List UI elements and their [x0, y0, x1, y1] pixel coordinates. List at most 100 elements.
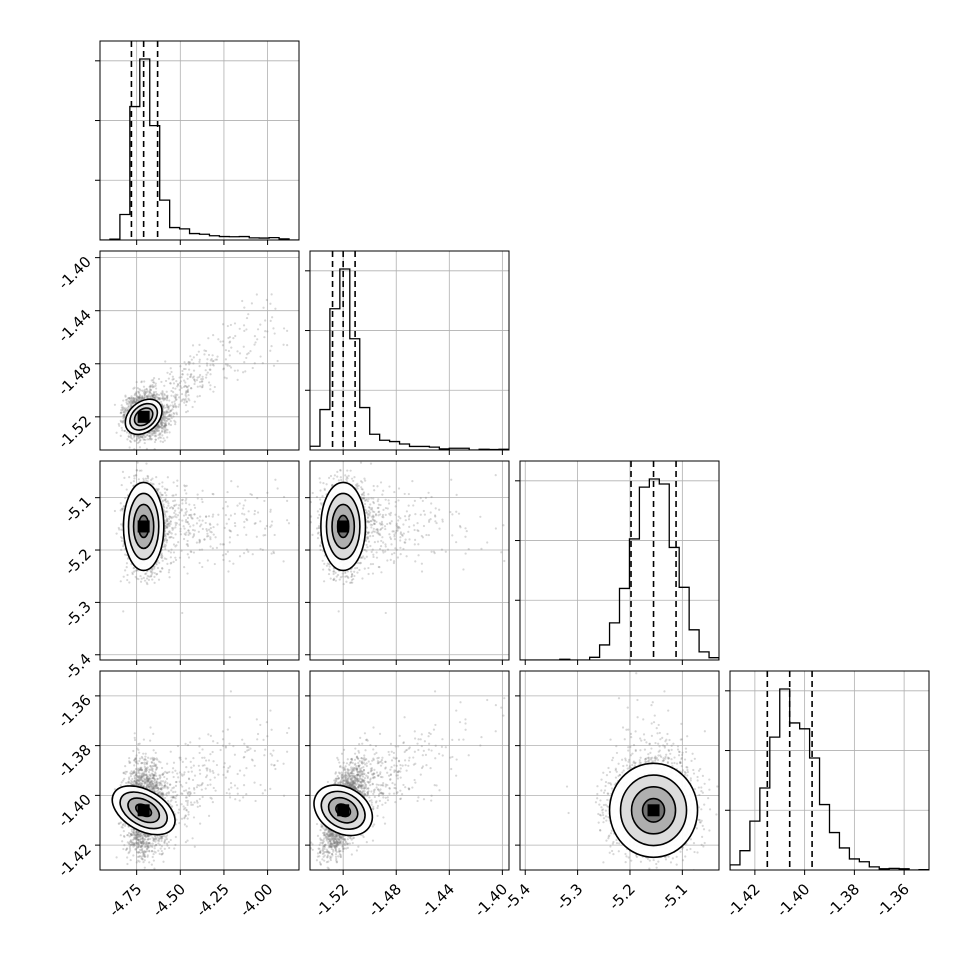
sample-point — [136, 387, 139, 390]
sample-point — [147, 393, 150, 396]
sample-point — [242, 324, 246, 327]
sample-point — [166, 403, 169, 406]
sample-point — [155, 476, 158, 479]
histogram-1 — [310, 268, 509, 450]
sample-point — [184, 392, 187, 395]
sample-point — [160, 493, 164, 497]
sample-point — [234, 334, 237, 338]
sample-point — [184, 513, 188, 516]
sample-point — [124, 394, 127, 397]
sample-point — [162, 397, 165, 401]
y-tick-label: -1.40 — [55, 253, 95, 293]
sample-point — [122, 414, 125, 417]
sample-point — [189, 373, 192, 376]
sample-point — [189, 508, 192, 511]
sample-point — [149, 434, 152, 437]
sample-point — [226, 550, 229, 553]
sample-point — [164, 535, 167, 538]
sample-point — [160, 422, 163, 425]
sample-point — [169, 382, 172, 385]
sample-point — [230, 346, 233, 349]
sample-point — [226, 505, 229, 508]
sample-point — [135, 438, 138, 442]
sample-point — [160, 422, 163, 425]
sample-point — [133, 477, 136, 480]
sample-point — [129, 404, 133, 407]
sample-point — [204, 369, 207, 372]
sample-point — [166, 525, 169, 529]
sample-point — [173, 400, 176, 403]
sample-point — [241, 299, 244, 303]
sample-point — [156, 488, 159, 491]
sample-point — [175, 398, 178, 401]
sample-point — [301, 511, 303, 513]
sample-point — [133, 447, 136, 450]
sample-point — [160, 493, 163, 496]
sample-point — [158, 398, 162, 401]
sample-point — [151, 394, 154, 397]
sample-point — [139, 396, 143, 399]
sample-point — [203, 353, 206, 356]
sample-point — [169, 404, 172, 407]
sample-point — [209, 363, 212, 367]
sample-point — [152, 393, 155, 397]
sample-point — [162, 410, 166, 414]
sample-point — [198, 343, 201, 347]
sample-point — [273, 533, 276, 537]
sample-point — [142, 477, 145, 480]
sample-point — [148, 391, 151, 394]
sample-point — [165, 500, 168, 503]
sample-point — [132, 396, 135, 400]
sample-point — [133, 386, 136, 389]
sample-point — [228, 354, 231, 357]
sample-point — [205, 529, 209, 532]
sample-point — [149, 394, 153, 397]
sample-point — [270, 344, 273, 348]
sample-point — [172, 551, 176, 554]
sample-point — [136, 395, 139, 398]
sample-point — [192, 524, 195, 527]
sample-point — [178, 388, 181, 391]
panel-frame — [99, 40, 300, 241]
sample-point — [168, 423, 171, 426]
sample-point — [213, 562, 216, 566]
sample-point — [172, 411, 175, 415]
sample-point — [130, 398, 133, 401]
sample-point — [123, 414, 126, 417]
sample-point — [142, 434, 145, 437]
sample-point — [137, 437, 140, 440]
sample-point — [132, 402, 135, 405]
sample-point — [187, 384, 190, 387]
sample-point — [198, 358, 201, 361]
sample-point — [158, 433, 162, 436]
sample-point — [192, 534, 195, 537]
sample-point — [187, 361, 190, 364]
sample-point — [164, 417, 168, 420]
sample-point — [187, 522, 190, 526]
sample-point — [144, 392, 147, 395]
sample-point — [140, 577, 143, 580]
sample-point — [166, 523, 169, 526]
sample-point — [185, 400, 188, 403]
sample-point — [167, 406, 170, 409]
sample-point — [160, 427, 164, 430]
sample-point — [175, 516, 178, 519]
sample-point — [224, 358, 227, 361]
sample-point — [270, 552, 273, 555]
sample-point — [265, 298, 268, 302]
sample-point — [132, 400, 135, 403]
sample-point — [184, 363, 188, 366]
sample-point — [167, 415, 170, 418]
sample-point — [209, 373, 212, 376]
sample-point — [170, 517, 173, 520]
sample-point — [157, 437, 160, 440]
sample-point — [160, 552, 163, 555]
sample-point — [181, 373, 184, 376]
sample-point — [128, 398, 132, 401]
sample-point — [155, 392, 158, 396]
sample-point — [227, 518, 231, 521]
sample-point — [198, 539, 201, 542]
sample-point — [146, 395, 149, 398]
sample-point — [158, 393, 161, 397]
sample-point — [198, 548, 201, 551]
